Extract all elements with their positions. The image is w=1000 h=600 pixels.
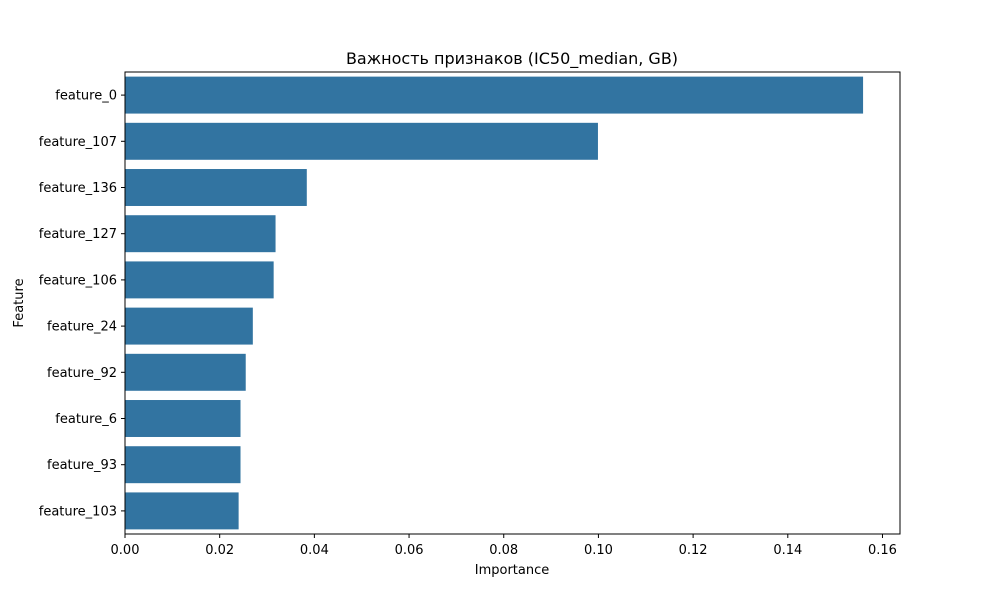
x-tick-label: 0.06 xyxy=(395,543,424,558)
x-tick-label: 0.04 xyxy=(300,543,329,558)
y-tick-label: feature_136 xyxy=(39,181,117,196)
x-tick-label: 0.08 xyxy=(489,543,518,558)
x-tick-label: 0.16 xyxy=(868,543,897,558)
plot-frame xyxy=(124,71,901,535)
y-tick-label: feature_0 xyxy=(55,89,117,104)
y-tick-label: feature_6 xyxy=(55,412,117,427)
y-tick-label: feature_93 xyxy=(47,458,117,473)
bar-feature_127 xyxy=(125,215,276,253)
x-tick-label: 0.00 xyxy=(111,543,140,558)
y-tick-label: feature_24 xyxy=(47,320,117,335)
chart-title: Важность признаков (IC50_median, GB) xyxy=(346,49,678,69)
bars-layer xyxy=(125,76,864,530)
y-axis-label: Feature xyxy=(12,278,27,327)
y-tick-label: feature_92 xyxy=(47,366,117,381)
bar-feature_93 xyxy=(125,446,241,484)
bar-feature_106 xyxy=(125,261,274,299)
bar-feature_24 xyxy=(125,307,253,345)
x-tick-label: 0.14 xyxy=(773,543,802,558)
y-tick-label: feature_103 xyxy=(39,504,117,519)
y-tick-label: feature_107 xyxy=(39,135,117,150)
bar-feature_136 xyxy=(125,169,307,206)
bar-feature_103 xyxy=(125,492,239,530)
y-tick-label: feature_127 xyxy=(39,227,117,242)
x-tick-label: 0.02 xyxy=(205,543,234,558)
bar-feature_6 xyxy=(125,400,241,437)
x-tick-label: 0.12 xyxy=(679,543,708,558)
x-axis-label: Importance xyxy=(475,563,550,578)
x-tick-label: 0.10 xyxy=(584,543,613,558)
y-tick-label: feature_106 xyxy=(39,273,117,288)
bar-feature_92 xyxy=(125,353,246,391)
bar-feature_0 xyxy=(125,76,864,114)
x-axis-ticks: 0.00 0.02 0.04 0.06 0.08 0.10 0.12 0.14 0.16 xyxy=(111,534,897,558)
y-axis-ticks: feature_0 feature_107 feature_136 feature_1… xyxy=(39,89,125,519)
bar-feature_107 xyxy=(125,122,598,160)
